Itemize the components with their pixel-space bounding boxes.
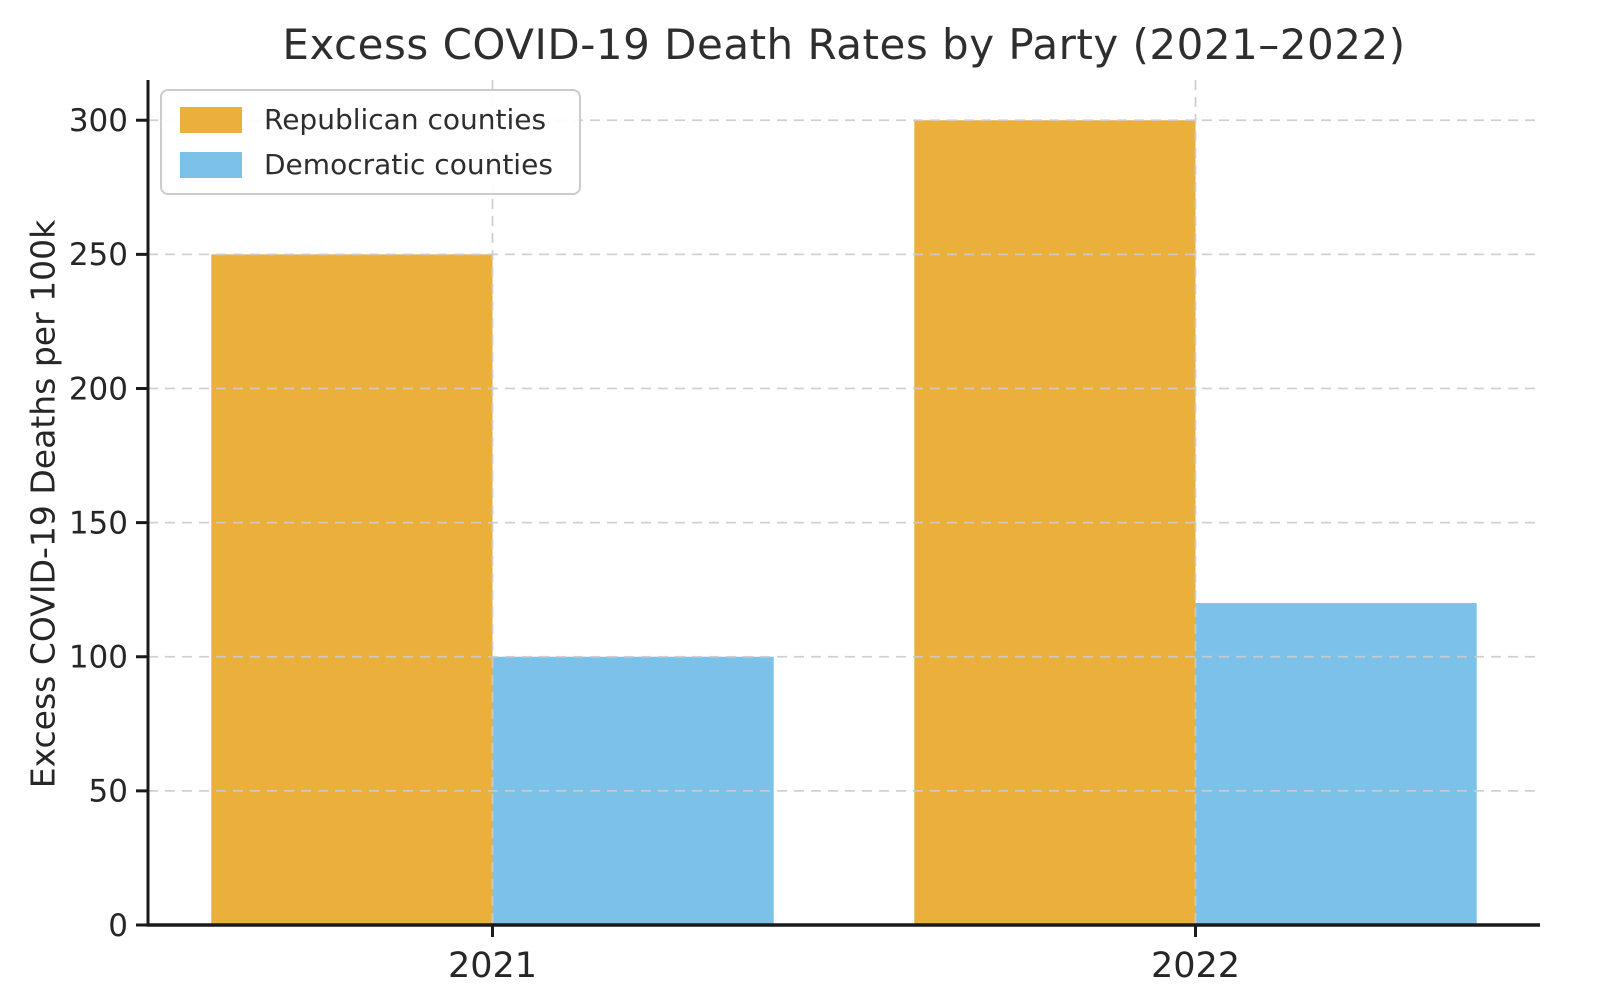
x-tick-label-2022: 2022 xyxy=(1151,946,1240,986)
legend-label-republican-counties: Republican counties xyxy=(264,103,547,136)
bar-2021-republican-counties xyxy=(211,254,493,925)
y-tick-label-100: 100 xyxy=(69,640,128,676)
y-tick-label-250: 250 xyxy=(69,237,128,273)
legend-label-democratic-counties: Democratic counties xyxy=(264,148,553,181)
y-tick-label-0: 0 xyxy=(108,908,128,944)
y-tick-label-200: 200 xyxy=(69,371,128,407)
legend: Republican counties Democratic counties xyxy=(160,89,581,195)
x-tick-label-2021: 2021 xyxy=(448,946,537,986)
legend-item-democratic-counties: Democratic counties xyxy=(180,148,553,181)
y-tick-label-300: 300 xyxy=(69,103,128,139)
y-tick-label-150: 150 xyxy=(69,505,128,541)
legend-swatch-democratic-counties xyxy=(180,151,242,178)
chart-title: Excess COVID-19 Death Rates by Party (20… xyxy=(282,20,1406,69)
legend-swatch-republican-counties xyxy=(180,106,242,133)
legend-item-republican-counties: Republican counties xyxy=(180,103,553,136)
bar-2022-democratic-counties xyxy=(1195,603,1477,925)
y-tick-label-50: 50 xyxy=(89,774,128,810)
